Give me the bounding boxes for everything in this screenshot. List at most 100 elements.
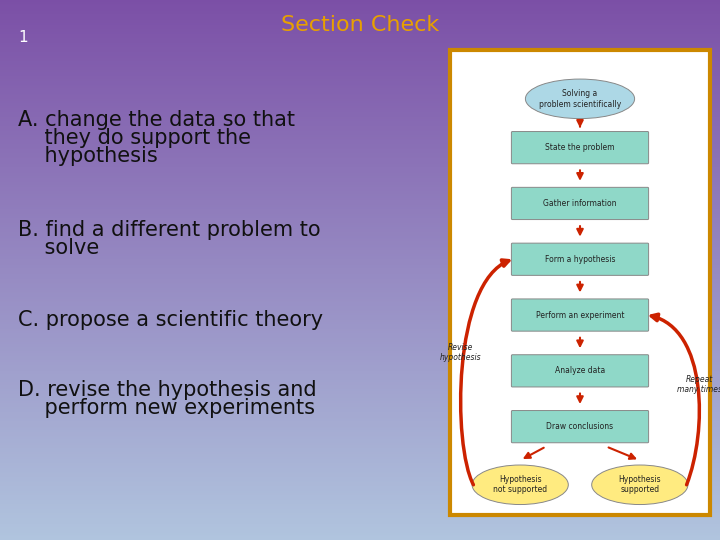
Bar (0, 277, 720, 279)
Bar (0, 425, 720, 427)
Bar (0, 290, 720, 292)
Bar (0, 268, 720, 270)
Bar (0, 36, 720, 38)
Bar (0, 508, 720, 509)
Bar (0, 360, 720, 362)
FancyBboxPatch shape (511, 243, 649, 275)
Bar (0, 27, 720, 29)
Bar (0, 306, 720, 308)
Bar (0, 335, 720, 336)
Bar (0, 344, 720, 346)
Bar (0, 104, 720, 106)
Bar (0, 83, 720, 85)
Bar (0, 529, 720, 531)
Bar (0, 390, 720, 393)
Text: solve: solve (18, 238, 99, 258)
Bar (0, 248, 720, 250)
Bar (0, 150, 720, 151)
Bar (0, 49, 720, 50)
Text: hypothesis: hypothesis (18, 146, 158, 166)
Text: D. revise the hypothesis and: D. revise the hypothesis and (18, 380, 317, 400)
Bar (0, 22, 720, 23)
Bar (0, 0, 720, 2)
Bar (0, 369, 720, 371)
Bar (0, 535, 720, 536)
Bar (0, 169, 720, 171)
Text: Solving a
problem scientifically: Solving a problem scientifically (539, 89, 621, 109)
Text: B. find a different problem to: B. find a different problem to (18, 220, 320, 240)
Text: Draw conclusions: Draw conclusions (546, 422, 613, 431)
Bar (0, 174, 720, 177)
Bar (0, 531, 720, 533)
Bar (0, 396, 720, 398)
Bar (0, 106, 720, 108)
Bar (0, 258, 720, 259)
Bar (0, 15, 720, 16)
Bar (0, 32, 720, 34)
Bar (0, 225, 720, 227)
Bar (0, 184, 720, 185)
Bar (0, 309, 720, 312)
Text: perform new experiments: perform new experiments (18, 398, 315, 418)
Bar (0, 275, 720, 277)
Bar (0, 484, 720, 486)
Ellipse shape (472, 465, 568, 504)
Bar (0, 336, 720, 339)
Bar (0, 320, 720, 322)
Bar (0, 405, 720, 407)
Bar (0, 7, 720, 9)
Bar (0, 299, 720, 301)
Bar (0, 471, 720, 474)
Text: A. change the data so that: A. change the data so that (18, 110, 295, 130)
Bar (0, 389, 720, 390)
Bar (0, 525, 720, 528)
Bar (0, 304, 720, 306)
Bar (0, 459, 720, 461)
Bar (0, 147, 720, 150)
Bar (0, 437, 720, 439)
Bar (0, 493, 720, 495)
Bar (0, 9, 720, 11)
Bar (0, 137, 720, 139)
Bar (0, 212, 720, 214)
Bar (0, 382, 720, 383)
Bar (0, 274, 720, 275)
Bar (0, 520, 720, 522)
Bar (0, 380, 720, 382)
Bar (0, 236, 720, 238)
Text: Section Check: Section Check (281, 15, 439, 35)
Bar (0, 470, 720, 471)
Bar (0, 436, 720, 437)
Bar (0, 385, 720, 387)
Bar (0, 247, 720, 248)
Bar (0, 356, 720, 358)
Bar (0, 427, 720, 428)
Bar (0, 139, 720, 140)
Bar (0, 407, 720, 409)
Bar (0, 93, 720, 96)
Bar (0, 524, 720, 525)
Bar (0, 374, 720, 376)
Bar (0, 308, 720, 309)
Bar (0, 18, 720, 20)
Bar (0, 34, 720, 36)
Bar (0, 66, 720, 69)
Bar (0, 200, 720, 201)
Bar (0, 421, 720, 423)
FancyBboxPatch shape (511, 132, 649, 164)
Bar (0, 528, 720, 529)
Bar (0, 412, 720, 414)
Bar (0, 479, 720, 481)
Bar (0, 349, 720, 351)
Bar (0, 153, 720, 155)
Bar (0, 101, 720, 103)
Bar (0, 231, 720, 232)
Bar (0, 201, 720, 204)
Bar (0, 178, 720, 180)
Bar (0, 432, 720, 434)
Bar (0, 96, 720, 97)
Bar (0, 85, 720, 86)
Bar (0, 61, 720, 63)
Bar (0, 428, 720, 430)
Bar (0, 31, 720, 32)
